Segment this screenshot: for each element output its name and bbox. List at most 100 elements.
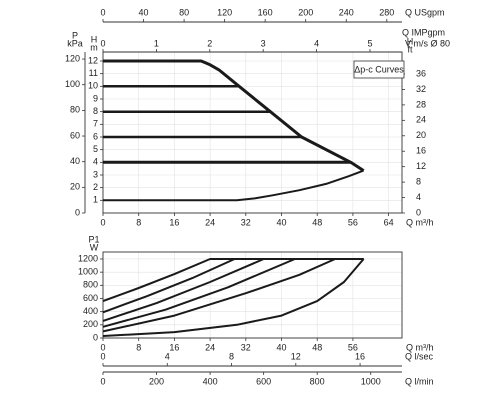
- left-tick-label: 20: [70, 182, 80, 192]
- left-tick-label: 60: [70, 130, 80, 140]
- x-tick-label: 8: [136, 217, 141, 227]
- plot-frame: [102, 51, 403, 214]
- x-axis-label: Q m³/h: [406, 217, 434, 227]
- axis-label: V m/s Ø 80: [405, 38, 450, 48]
- y-tick-label: 3: [93, 169, 98, 179]
- x-tick-label: 64: [384, 217, 394, 227]
- y-tick-label: 1200: [78, 253, 98, 263]
- annotation-box: [353, 60, 405, 79]
- y-axis-unit: m: [90, 42, 98, 52]
- top-tick-label: 80: [179, 7, 189, 17]
- y-tick-label: 1: [93, 195, 98, 205]
- plot-frame: [102, 251, 403, 339]
- top-tick-label: 5: [367, 38, 372, 48]
- y-tick-label: 5: [93, 144, 98, 154]
- x-tick-label: 24: [205, 217, 215, 227]
- x-tick-label: 0: [100, 342, 105, 352]
- y2-axis-unit: ft: [407, 44, 413, 54]
- x-tick-label: 32: [241, 217, 251, 227]
- x-tick-label: 48: [312, 342, 322, 352]
- top-tick-label: 600: [256, 376, 271, 386]
- annotation: Δp-c Curves: [354, 64, 404, 74]
- y2-tick-label: 36: [416, 68, 426, 78]
- axis-label: Q l/sec: [405, 351, 434, 361]
- x-tick-label: 32: [241, 342, 251, 352]
- x-tick-label: 8: [136, 342, 141, 352]
- x-tick-label: 16: [169, 342, 179, 352]
- top-tick-label: 400: [203, 376, 218, 386]
- curve: [103, 169, 364, 202]
- y-tick-label: 1000: [78, 267, 98, 277]
- left-tick-label: 80: [70, 105, 80, 115]
- axis-note: Q IMPgpm: [402, 27, 445, 37]
- top-tick-label: 280: [379, 7, 394, 17]
- y-tick-label: 0: [93, 332, 98, 342]
- y-tick-label: 400: [83, 306, 98, 316]
- left-tick-label: 120: [65, 53, 80, 63]
- y-axis-label: P1: [88, 234, 99, 244]
- x-tick-label: 16: [169, 217, 179, 227]
- y2-axis-label: H: [407, 36, 414, 46]
- y-tick-label: 7: [93, 119, 98, 129]
- y2-tick-label: 20: [416, 130, 426, 140]
- x-tick-label: 40: [276, 342, 286, 352]
- y-tick-label: 600: [83, 293, 98, 303]
- curve: [102, 258, 364, 328]
- axis-label: Q l/min: [405, 376, 434, 386]
- top-tick-label: 800: [310, 376, 325, 386]
- y-tick-label: 11: [89, 68, 98, 78]
- axis-unit: kPa: [67, 38, 83, 48]
- y-tick-label: 8: [93, 106, 98, 116]
- curve: [102, 258, 364, 333]
- x-tick-label: 24: [205, 342, 215, 352]
- y-axis-unit: W: [90, 242, 99, 252]
- x-tick-label: 48: [312, 217, 322, 227]
- y-tick-label: 800: [83, 280, 98, 290]
- x-tick-label: 40: [276, 217, 286, 227]
- y-tick-label: 4: [93, 157, 98, 167]
- top-tick-label: 4: [165, 351, 170, 361]
- curve: [103, 59, 365, 172]
- y-axis-label: H: [91, 34, 98, 44]
- top-tick-label: 3: [261, 38, 266, 48]
- top-tick-label: 0: [100, 38, 105, 48]
- x-tick-label: 0: [100, 217, 105, 227]
- top-tick-label: 4: [314, 38, 319, 48]
- y-tick-label: 200: [83, 319, 98, 329]
- y2-tick-label: 12: [416, 161, 426, 171]
- y-tick-label: 2: [93, 182, 98, 192]
- y2-tick-label: 8: [416, 176, 421, 186]
- top-tick-label: 16: [355, 351, 365, 361]
- top-tick-label: 2: [207, 38, 212, 48]
- y2-tick-label: 28: [416, 99, 426, 109]
- y-tick-label: 12: [88, 55, 98, 65]
- top-tick-label: 1: [154, 38, 159, 48]
- y2-tick-label: 16: [416, 146, 426, 156]
- top-tick-label: 120: [217, 7, 232, 17]
- top-tick-label: 12: [291, 351, 301, 361]
- top-tick-label: 160: [258, 7, 273, 17]
- y-tick-label: 9: [93, 93, 98, 103]
- y-tick-label: 10: [88, 81, 98, 91]
- x-tick-label: 56: [348, 342, 358, 352]
- left-tick-label: 100: [65, 79, 80, 89]
- top-tick-label: 200: [298, 7, 313, 17]
- top-tick-label: 40: [139, 7, 149, 17]
- y2-tick-label: 24: [416, 115, 426, 125]
- left-tick-label: 40: [70, 156, 80, 166]
- x-axis-label: Q m³/h: [406, 342, 434, 352]
- x-tick-label: 56: [348, 217, 358, 227]
- top-tick-label: 200: [149, 376, 164, 386]
- y-tick-label: 6: [93, 131, 98, 141]
- top-tick-label: 1000: [361, 376, 381, 386]
- top-tick-label: 8: [229, 351, 234, 361]
- y2-tick-label: 0: [416, 207, 421, 217]
- top-tick-label: 240: [339, 7, 354, 17]
- top-tick-label: 0: [100, 7, 105, 17]
- y2-tick-label: 4: [416, 192, 421, 202]
- axis-label: Q USgpm: [405, 7, 445, 17]
- top-tick-label: 0: [100, 376, 105, 386]
- top-tick-label: 0: [100, 351, 105, 361]
- curve: [102, 258, 365, 337]
